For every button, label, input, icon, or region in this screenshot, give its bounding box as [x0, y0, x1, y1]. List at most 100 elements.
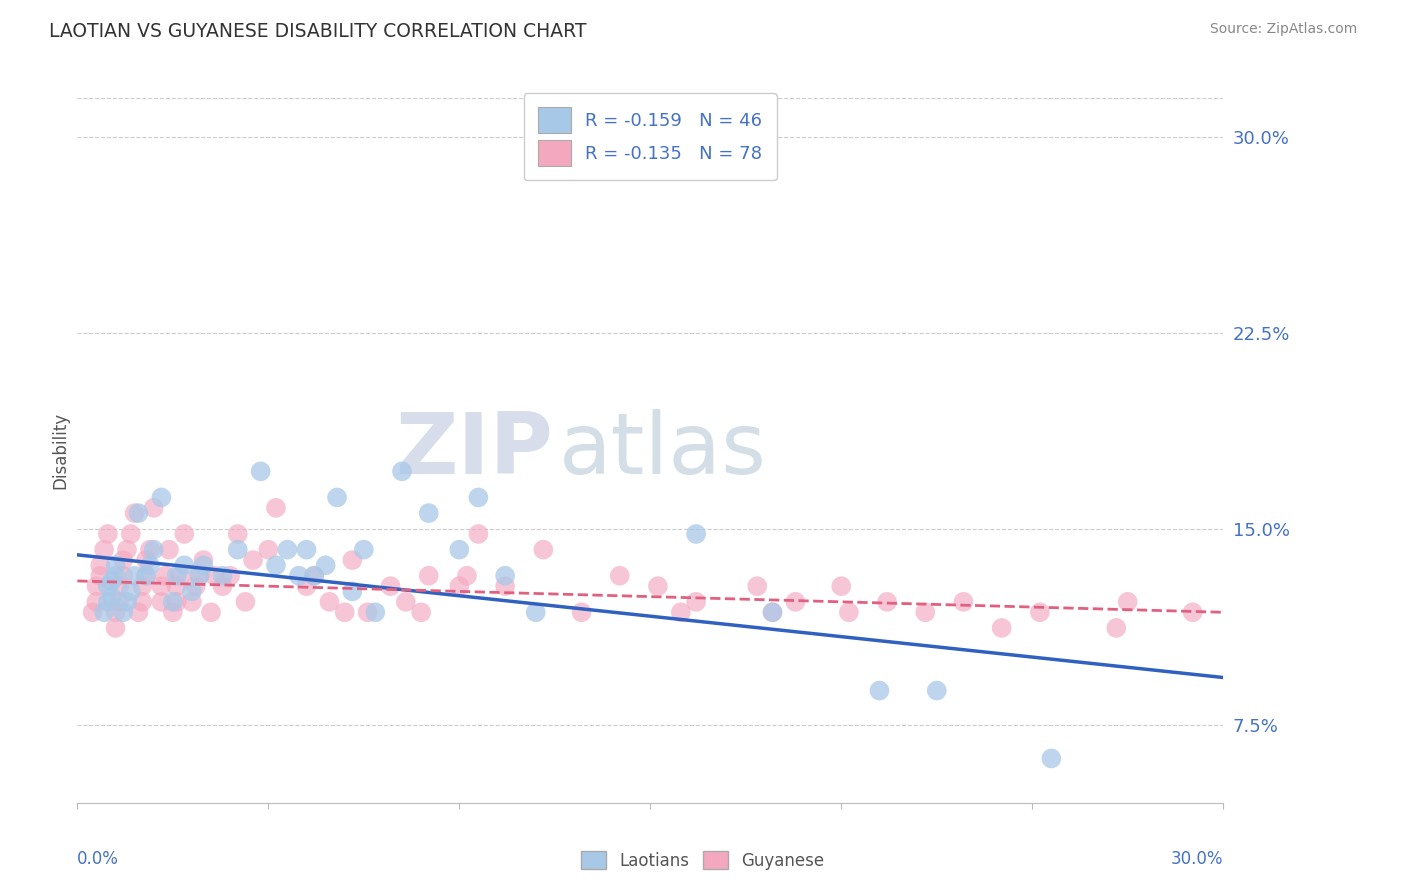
Point — [127, 506, 149, 520]
Point — [952, 595, 974, 609]
Point — [86, 579, 108, 593]
Point — [364, 605, 387, 619]
Point — [115, 595, 138, 609]
Point — [150, 579, 173, 593]
Point — [1181, 605, 1204, 619]
Point — [235, 595, 257, 609]
Point — [990, 621, 1012, 635]
Point — [104, 621, 127, 635]
Point — [142, 542, 165, 557]
Point — [571, 605, 593, 619]
Point — [838, 605, 860, 619]
Point — [112, 568, 135, 582]
Point — [449, 542, 471, 557]
Point — [135, 568, 157, 582]
Point — [173, 527, 195, 541]
Point — [925, 683, 948, 698]
Point — [761, 605, 783, 619]
Point — [127, 605, 149, 619]
Point — [139, 542, 162, 557]
Point — [685, 527, 707, 541]
Point — [1116, 595, 1139, 609]
Point — [150, 595, 173, 609]
Point — [211, 568, 233, 582]
Point — [166, 568, 188, 582]
Point — [524, 605, 547, 619]
Point — [204, 568, 226, 582]
Text: ZIP: ZIP — [395, 409, 553, 492]
Point — [166, 579, 188, 593]
Point — [356, 605, 378, 619]
Point — [100, 590, 122, 604]
Point — [249, 464, 271, 478]
Point — [609, 568, 631, 582]
Point — [456, 568, 478, 582]
Point — [115, 542, 138, 557]
Point — [318, 595, 340, 609]
Point — [830, 579, 852, 593]
Point — [226, 527, 249, 541]
Point — [315, 558, 337, 573]
Point — [93, 542, 115, 557]
Point — [418, 506, 440, 520]
Point — [93, 605, 115, 619]
Point — [761, 605, 783, 619]
Point — [188, 568, 211, 582]
Point — [869, 683, 891, 698]
Point — [647, 579, 669, 593]
Point — [180, 584, 204, 599]
Point — [188, 568, 211, 582]
Point — [193, 558, 215, 573]
Point — [876, 595, 898, 609]
Point — [264, 558, 287, 573]
Point — [131, 595, 153, 609]
Point — [395, 595, 418, 609]
Point — [97, 579, 120, 593]
Point — [1029, 605, 1052, 619]
Point — [104, 605, 127, 619]
Point — [411, 605, 433, 619]
Point — [89, 568, 111, 582]
Point — [219, 568, 242, 582]
Point — [142, 500, 165, 515]
Point — [108, 579, 131, 593]
Point — [139, 558, 162, 573]
Point — [153, 568, 176, 582]
Point — [302, 568, 325, 582]
Legend: Laotians, Guyanese: Laotians, Guyanese — [575, 845, 831, 877]
Point — [131, 579, 153, 593]
Point — [135, 568, 157, 582]
Point — [162, 595, 184, 609]
Point — [193, 553, 215, 567]
Point — [97, 527, 120, 541]
Point — [276, 542, 298, 557]
Text: Source: ZipAtlas.com: Source: ZipAtlas.com — [1209, 22, 1357, 37]
Point — [295, 579, 318, 593]
Point — [112, 553, 135, 567]
Legend: R = -0.159   N = 46, R = -0.135   N = 78: R = -0.159 N = 46, R = -0.135 N = 78 — [524, 93, 776, 180]
Point — [467, 527, 489, 541]
Point — [342, 553, 364, 567]
Point — [494, 568, 516, 582]
Point — [104, 568, 127, 582]
Point — [669, 605, 692, 619]
Point — [914, 605, 936, 619]
Point — [173, 558, 195, 573]
Point — [333, 605, 356, 619]
Point — [211, 579, 233, 593]
Point — [295, 542, 318, 557]
Point — [108, 595, 131, 609]
Point — [104, 558, 127, 573]
Point — [82, 605, 104, 619]
Text: LAOTIAN VS GUYANESE DISABILITY CORRELATION CHART: LAOTIAN VS GUYANESE DISABILITY CORRELATI… — [49, 22, 586, 41]
Point — [120, 527, 142, 541]
Point — [1040, 751, 1063, 765]
Point — [166, 595, 188, 609]
Point — [1105, 621, 1128, 635]
Text: 30.0%: 30.0% — [1171, 850, 1223, 868]
Point — [157, 542, 180, 557]
Y-axis label: Disability: Disability — [51, 412, 69, 489]
Point — [449, 579, 471, 593]
Point — [124, 568, 146, 582]
Point — [288, 568, 311, 582]
